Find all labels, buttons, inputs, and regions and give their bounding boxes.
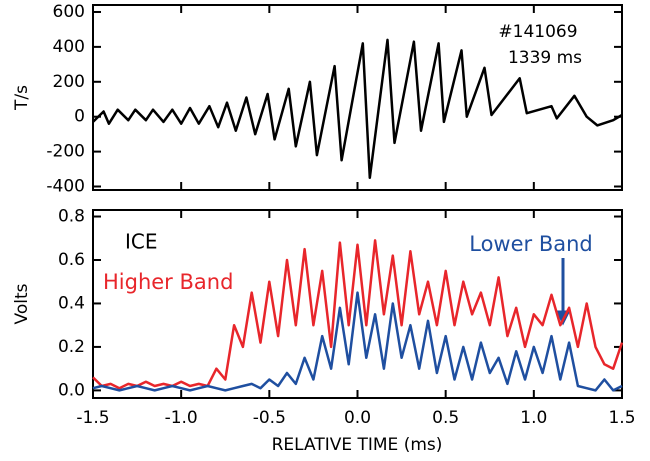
y-tick-label: 200 bbox=[53, 72, 85, 92]
data-line bbox=[92, 291, 623, 392]
y-tick-label: 400 bbox=[53, 37, 85, 57]
x-tick-label: 0.5 bbox=[432, 408, 459, 428]
x-tick-label: 1.0 bbox=[520, 408, 547, 428]
x-tick-label: 0.0 bbox=[344, 408, 371, 428]
y-tick-label: -400 bbox=[46, 177, 85, 197]
annotation: ICE bbox=[125, 230, 158, 254]
series-label: Lower Band bbox=[469, 232, 593, 256]
x-tick-label: 1.5 bbox=[608, 408, 635, 428]
annotation: #141069 bbox=[498, 22, 577, 42]
y-tick-label: 0 bbox=[74, 107, 85, 127]
x-tick-label: -0.5 bbox=[253, 408, 286, 428]
y-tick-label: 0.4 bbox=[58, 293, 85, 313]
y-tick-label: 600 bbox=[53, 2, 85, 22]
data-line bbox=[92, 38, 623, 180]
annotation: 1339 ms bbox=[508, 48, 582, 68]
y-tick-label: 0.6 bbox=[58, 250, 85, 270]
x-axis-title: RELATIVE TIME (ms) bbox=[272, 435, 443, 455]
y-tick-label: 0.8 bbox=[58, 207, 85, 227]
y-tick-label: -200 bbox=[46, 142, 85, 162]
y-tick-label: 0.2 bbox=[58, 337, 85, 357]
y-axis-title: Volts bbox=[12, 283, 32, 324]
x-tick-label: -1.5 bbox=[76, 408, 109, 428]
x-tick-label: -1.0 bbox=[165, 408, 198, 428]
y-axis-title: T/s bbox=[12, 85, 32, 111]
series-label: Higher Band bbox=[103, 270, 233, 294]
data-line bbox=[92, 239, 624, 390]
y-tick-label: 0.0 bbox=[58, 380, 85, 400]
